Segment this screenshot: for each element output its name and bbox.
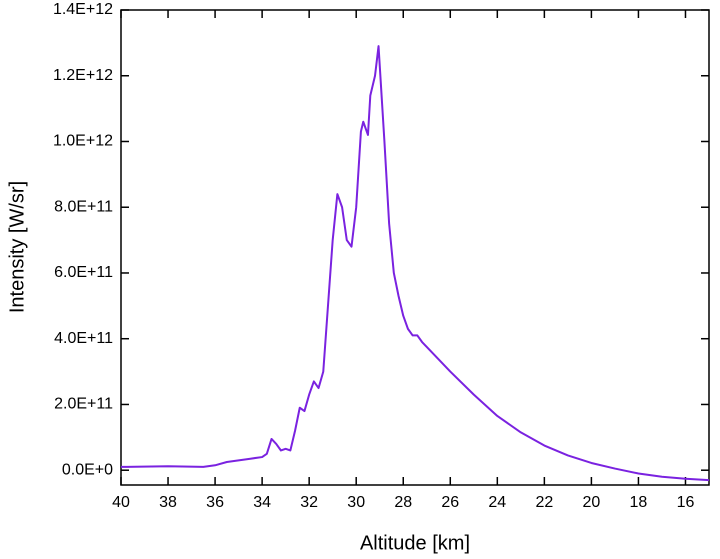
- y-tick-label: 4.0E+11: [54, 330, 113, 347]
- y-tick-label: 1.2E+12: [53, 67, 113, 84]
- y-tick-label: 0.0E+0: [62, 461, 113, 478]
- x-tick-label: 24: [488, 494, 506, 511]
- x-tick-label: 20: [583, 494, 601, 511]
- x-tick-label: 28: [394, 494, 412, 511]
- y-tick-label: 6.0E+11: [54, 264, 113, 281]
- data-line: [120, 45, 710, 482]
- y-axis-label: Intensity [W/sr]: [6, 181, 28, 313]
- y-tick-label: 2.0E+11: [54, 396, 113, 413]
- x-tick-label: 32: [300, 494, 318, 511]
- x-tick-label: 22: [535, 494, 553, 511]
- x-tick-label: 26: [441, 494, 459, 511]
- x-axis-label: Altitude [km]: [360, 532, 470, 554]
- x-tick-label: 34: [253, 494, 271, 511]
- x-tick-label: 36: [206, 494, 224, 511]
- x-tick-label: 30: [347, 494, 365, 511]
- y-tick-label: 1.4E+12: [53, 1, 113, 18]
- y-tick-label: 1.0E+12: [53, 133, 113, 150]
- plot-frame: [120, 9, 710, 486]
- x-tick-label: 38: [159, 494, 177, 511]
- x-tick-label: 16: [677, 494, 695, 511]
- y-tick-label: 8.0E+11: [54, 198, 113, 215]
- x-tick-label: 18: [630, 494, 648, 511]
- x-tick-label: 40: [112, 494, 130, 511]
